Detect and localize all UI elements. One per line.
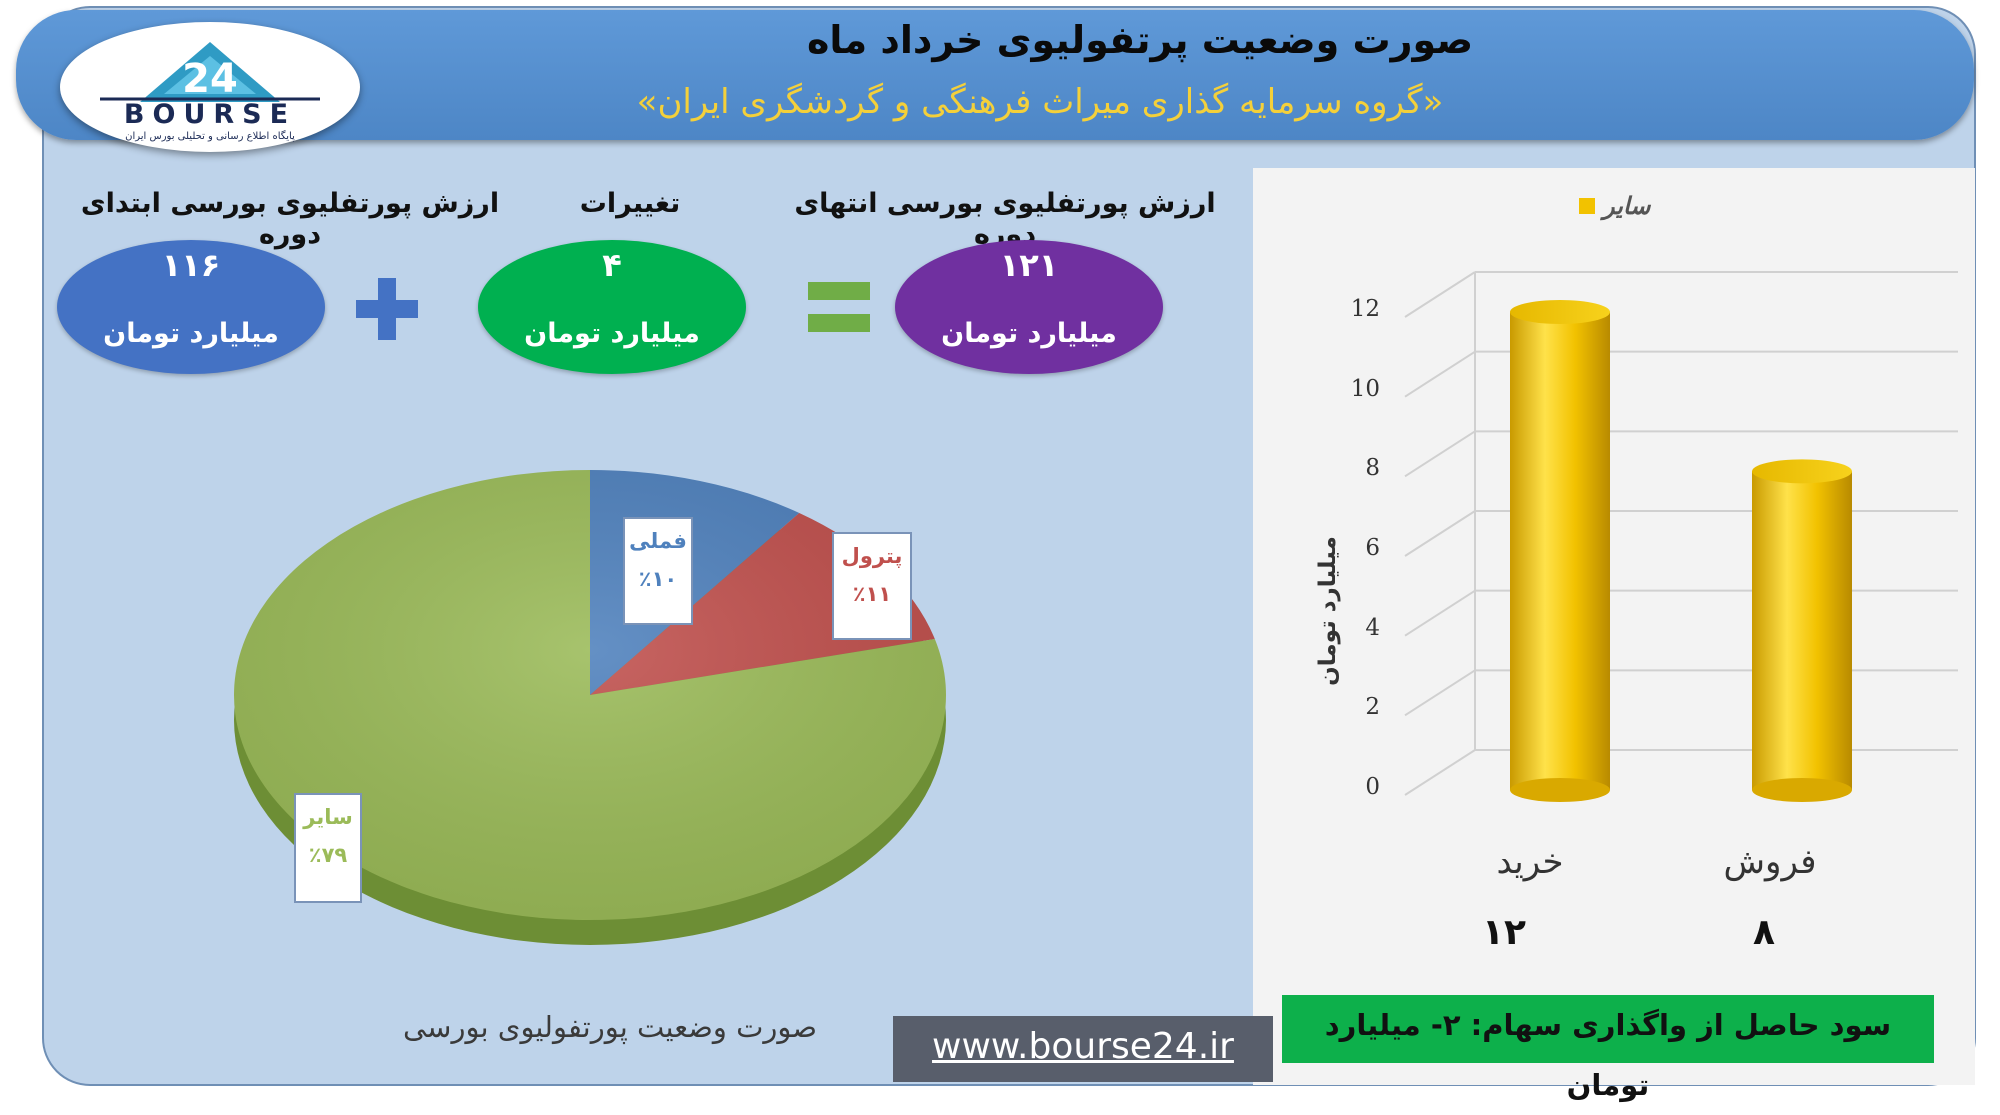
start-value-unit: میلیارد تومان	[103, 318, 279, 349]
pie-label-sayer: سایر ٪۷۹	[294, 793, 362, 903]
pie-label-petrol: پترول ٪۱۱	[832, 532, 912, 640]
gridline-side	[1404, 510, 1476, 557]
x-category-kharid: خرید	[1496, 842, 1564, 882]
start-value-oval: ۱۱۶ میلیارد تومان	[57, 240, 325, 374]
change-value: ۴	[602, 246, 622, 284]
legend-swatch	[1579, 198, 1595, 214]
x-value-kharid: ۱۲	[1482, 912, 1526, 953]
pie-caption: صورت وضعیت پورتفولیوی بورسی	[403, 1010, 817, 1044]
pie-label-petrol-percent: ٪۱۱	[852, 582, 892, 606]
gridline-side	[1404, 271, 1476, 318]
end-value-unit: میلیارد تومان	[941, 318, 1117, 349]
bar-chart	[1404, 271, 1958, 802]
website-link[interactable]: www.bourse24.ir	[893, 1016, 1273, 1082]
y-tick-label: 4	[1365, 614, 1380, 641]
y-axis-label: میلیارد تومان	[1315, 536, 1341, 686]
page-title: صورت وضعیت پرتفولیوی خرداد ماه	[806, 18, 1474, 62]
gridline-side	[1404, 669, 1476, 717]
pie-label-fameli: فملی ٪۱۰	[623, 517, 693, 625]
y-tick-label: 10	[1350, 375, 1380, 402]
sale-profit-note: سود حاصل از واگذاری سهام: ۲- میلیارد توم…	[1282, 995, 1934, 1102]
x-category-forush: فروش	[1723, 842, 1817, 882]
y-tick-label: 8	[1365, 455, 1380, 482]
change-unit: میلیارد تومان	[524, 318, 700, 349]
bar-base	[1752, 778, 1852, 802]
logo-subtitle: پایگاه اطلاع رسانی و تحلیلی بورس ایران	[125, 131, 295, 142]
start-value: ۱۱۶	[161, 246, 221, 284]
page-subtitle: «گروه سرمایه گذاری میراث فرهنگی و گردشگر…	[636, 82, 1444, 122]
logo-mark-icon: 24	[100, 42, 320, 102]
bar-chart-panel	[1253, 168, 1975, 1085]
pie-label-fameli-name: فملی	[629, 529, 687, 553]
end-value-oval: ۱۲۱ میلیارد تومان	[895, 240, 1163, 374]
bar-base	[1510, 778, 1610, 802]
pie-label-sayer-name: سایر	[303, 805, 353, 829]
bar-0	[1510, 312, 1610, 790]
gridline-side	[1404, 350, 1476, 398]
plus-icon	[356, 278, 418, 340]
logo-text: BOURSE	[123, 99, 297, 130]
y-tick-label: 0	[1365, 774, 1380, 800]
bar-cap	[1752, 459, 1852, 484]
bar-1	[1752, 471, 1852, 790]
change-label: تغییرات	[579, 188, 681, 219]
y-tick-label: 6	[1365, 535, 1380, 561]
pie-label-fameli-percent: ٪۱۰	[638, 567, 678, 591]
equals-icon	[808, 282, 870, 332]
start-value-label: ارزش پورتفلیوی بورسی ابتدای دوره	[80, 188, 500, 250]
gridline-side	[1404, 589, 1476, 637]
svg-text:24: 24	[182, 56, 238, 102]
legend-label: سایر	[1603, 192, 1651, 220]
change-oval: ۴ میلیارد تومان	[478, 240, 746, 374]
end-value: ۱۲۱	[999, 246, 1059, 284]
y-tick-label: 12	[1350, 296, 1380, 322]
pie-label-petrol-name: پترول	[841, 544, 903, 568]
x-value-forush: ۸	[1753, 912, 1775, 953]
gridline-side	[1404, 430, 1476, 478]
bar-cap	[1510, 300, 1610, 324]
pie-label-sayer-percent: ٪۷۹	[308, 843, 348, 867]
gridline-side	[1404, 749, 1476, 796]
logo: 24 BOURSE پایگاه اطلاع رسانی و تحلیلی بو…	[60, 22, 360, 152]
y-tick-label: 2	[1365, 694, 1380, 721]
